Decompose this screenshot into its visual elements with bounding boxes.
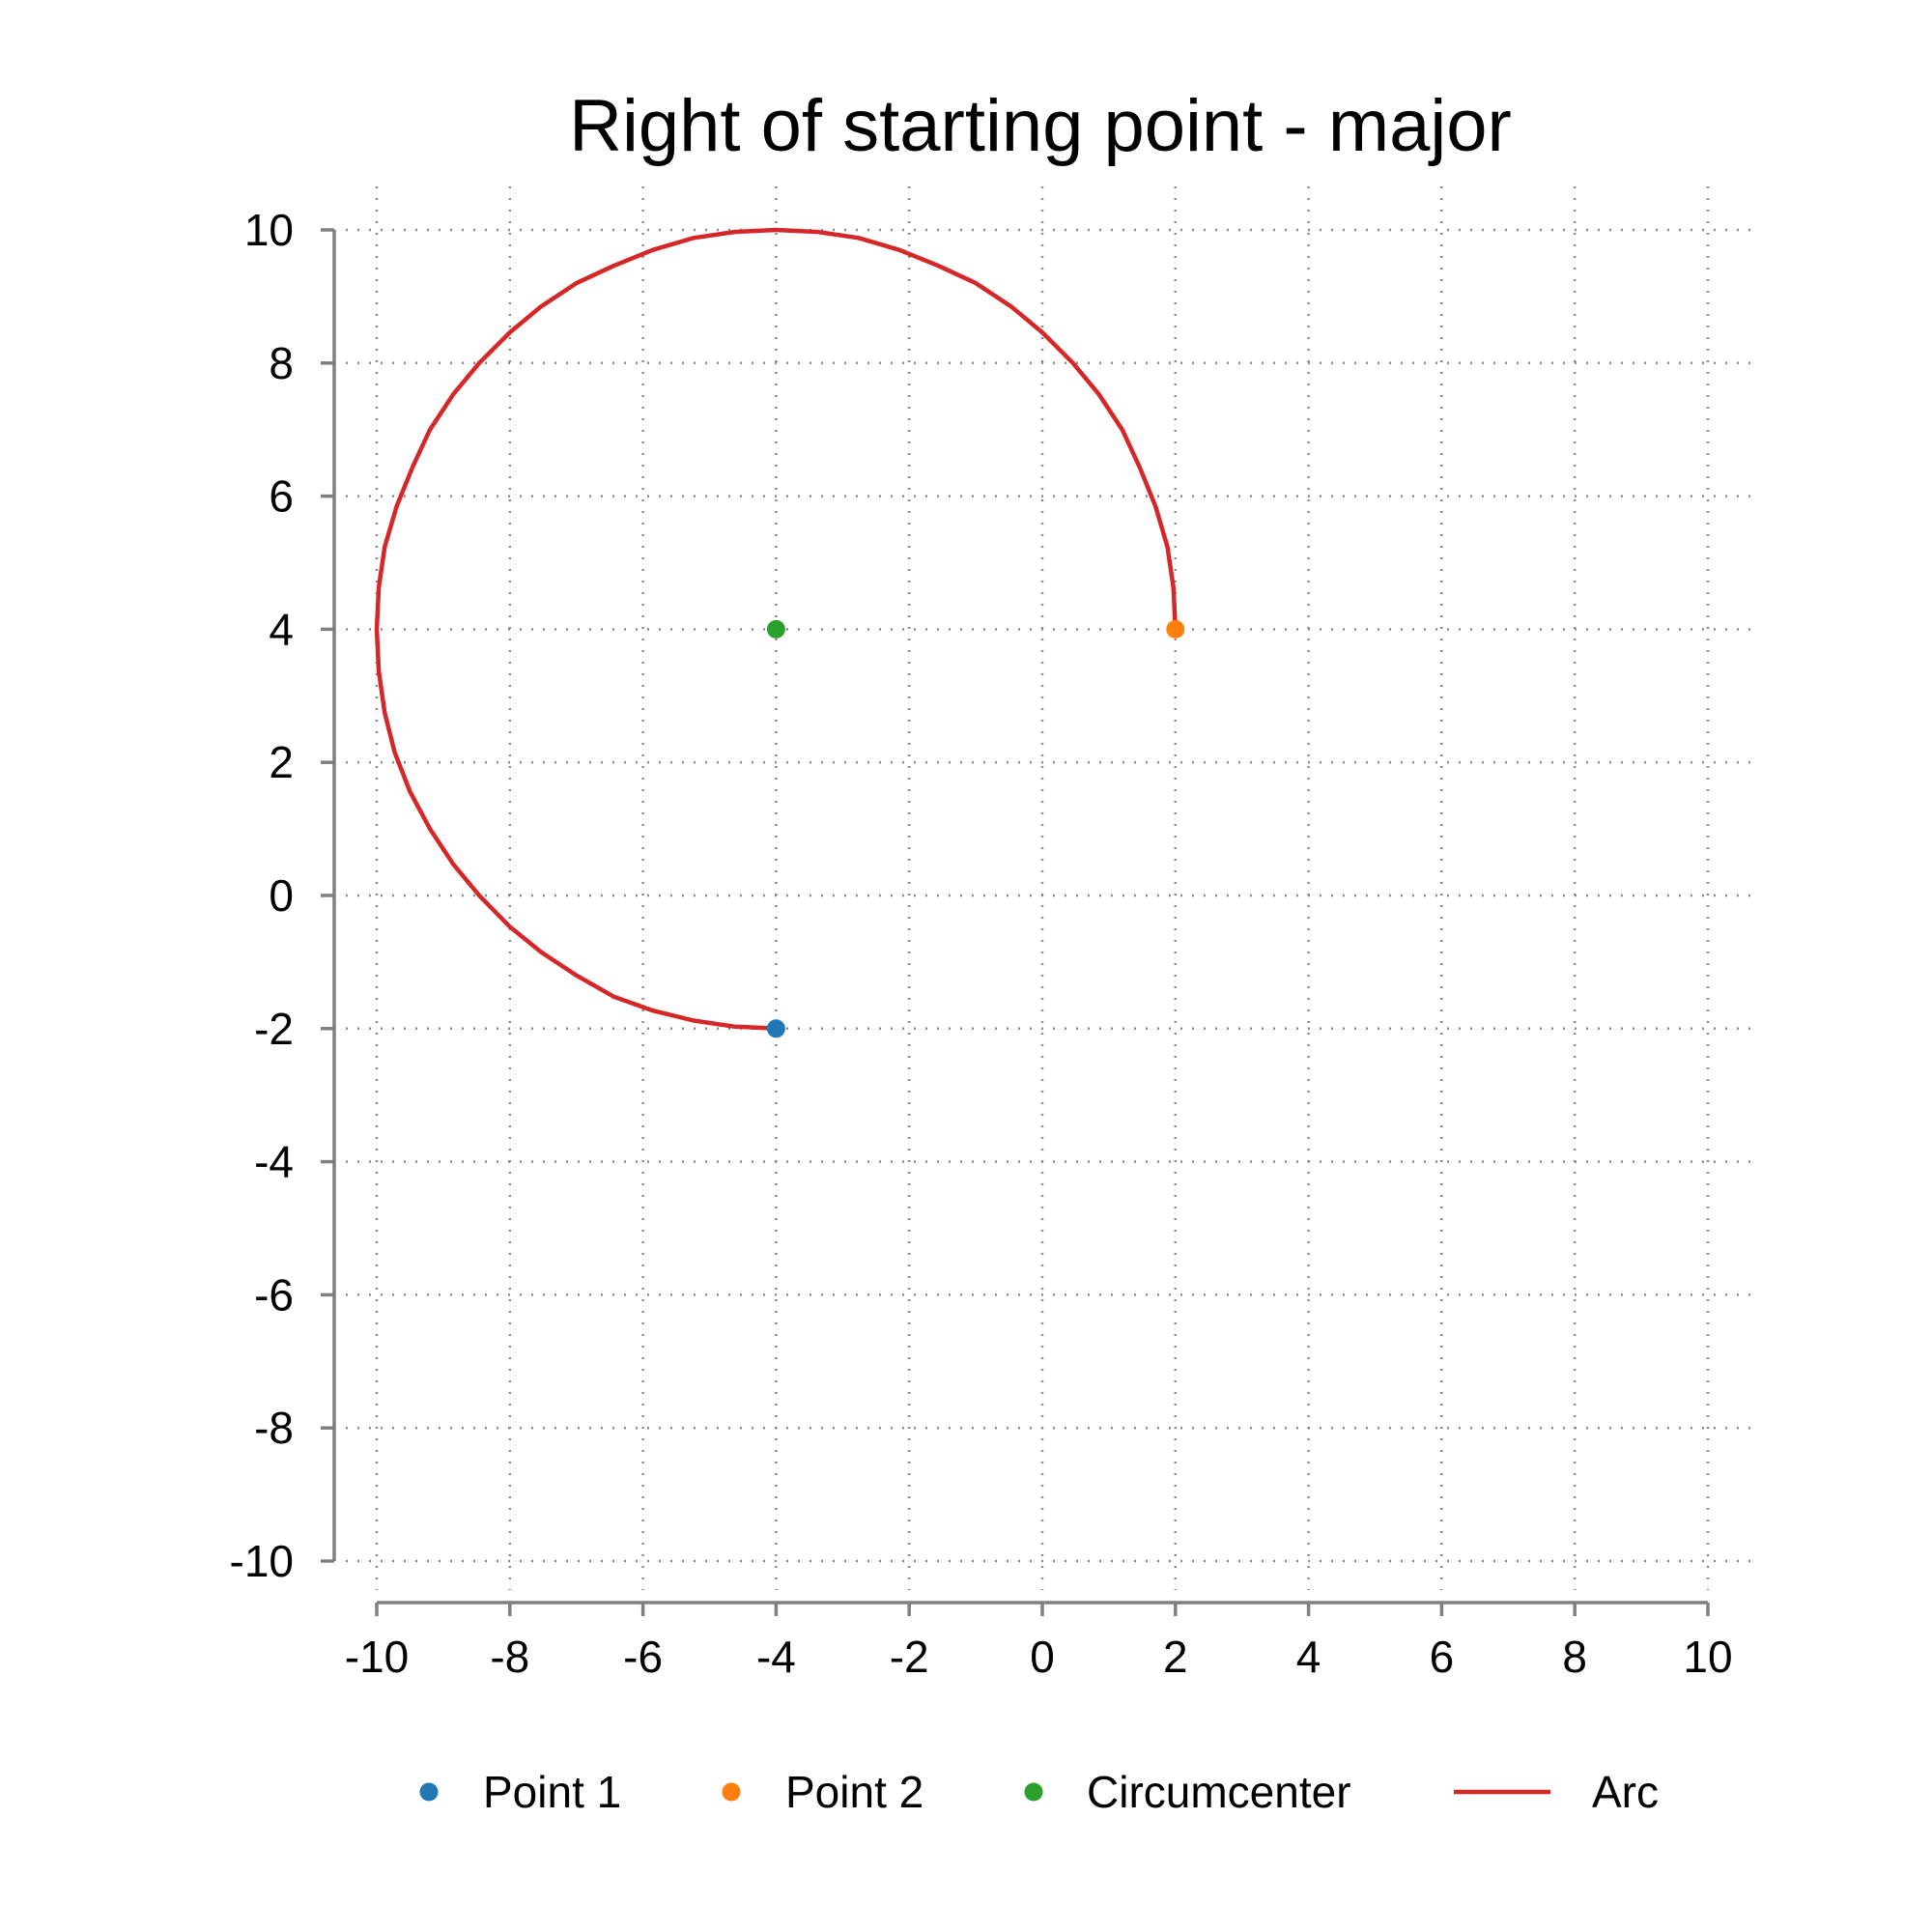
x-tick-label: -10 [345,1632,409,1682]
data-point-point-2 [1166,619,1185,639]
data-point-circumcenter [766,619,785,639]
legend-swatch-point-1 [419,1782,439,1802]
legend: Point 1 Point 2 Circumcenter Arc [419,1767,1659,1817]
series-layer [374,227,1185,1038]
legend-label-arc: Arc [1592,1767,1659,1817]
y-tick-labels: -10 -8 -6 -4 -2 0 2 4 6 8 10 [230,205,294,1586]
y-tick-label: 8 [269,338,294,388]
x-tick-label: 8 [1562,1632,1587,1682]
axes [321,228,1710,1616]
x-tick-label: -8 [490,1632,529,1682]
x-tick-labels: -10 -8 -6 -4 -2 0 2 4 6 8 10 [345,1632,1733,1682]
legend-label-point-2: Point 2 [785,1767,923,1817]
x-tick-label: 10 [1683,1632,1732,1682]
y-tick-label: -4 [254,1137,294,1187]
series-line-arc [374,227,1179,1032]
legend-swatch-circumcenter [1024,1782,1043,1802]
y-tick-label: 4 [269,604,294,654]
grid [346,186,1751,1590]
data-point-point-1 [766,1019,785,1038]
x-tick-label: -2 [890,1632,929,1682]
legend-label-point-1: Point 1 [483,1767,621,1817]
y-tick-label: -2 [254,1004,294,1054]
x-tick-label: 4 [1296,1632,1321,1682]
legend-label-circumcenter: Circumcenter [1087,1767,1351,1817]
y-tick-label: -10 [230,1536,294,1586]
x-tick-label: 2 [1163,1632,1188,1682]
y-tick-label: 6 [269,471,294,522]
y-tick-label: -8 [254,1403,294,1453]
y-tick-label: -6 [254,1269,294,1320]
chart-title: Right of starting point - major [569,85,1512,167]
y-tick-label: 0 [269,870,294,921]
x-tick-label: -4 [756,1632,796,1682]
x-tick-label: 0 [1030,1632,1055,1682]
x-tick-label: 6 [1430,1632,1455,1682]
y-tick-label: 10 [244,205,294,255]
legend-swatch-point-2 [722,1782,741,1802]
y-tick-label: 2 [269,737,294,787]
x-tick-label: -6 [623,1632,663,1682]
